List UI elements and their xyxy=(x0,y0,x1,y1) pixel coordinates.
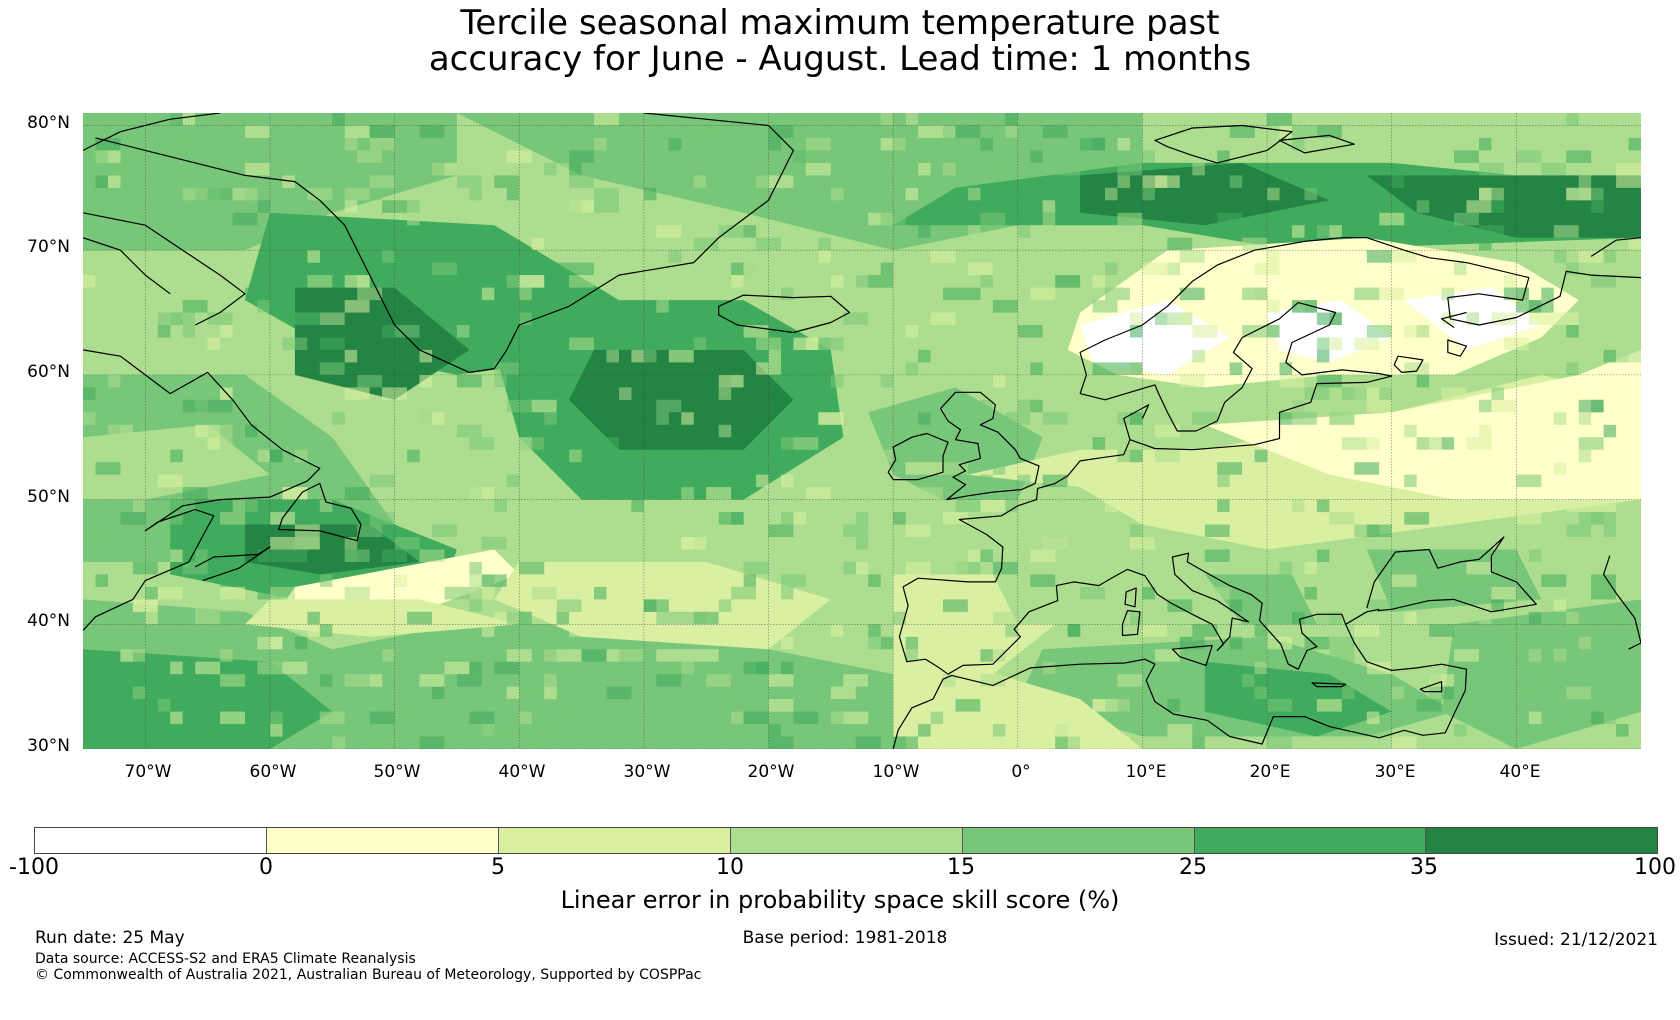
lon-label-60w: 60°W xyxy=(249,762,297,782)
colorbar xyxy=(34,827,1658,854)
colorbar-segment-15-25 xyxy=(963,828,1195,853)
lat-label-50n: 50°N xyxy=(27,487,70,507)
lon-label-40w: 40°W xyxy=(498,762,546,782)
lon-label-10e: 10°E xyxy=(1125,762,1167,782)
colorbar-segment-0-5 xyxy=(267,828,499,853)
issued-date: Issued: 21/12/2021 xyxy=(1494,930,1658,950)
colorbar-tick-100: 100 xyxy=(1634,855,1676,880)
base-period: Base period: 1981-2018 xyxy=(742,928,948,948)
skill-score-map[interactable] xyxy=(83,113,1641,749)
colorbar-segment-25-35 xyxy=(1195,828,1426,853)
colorbar-tick-0: 0 xyxy=(259,855,273,880)
lon-label-30w: 30°W xyxy=(623,762,671,782)
run-date: Run date: 25 May xyxy=(35,928,185,948)
lon-label-70w: 70°W xyxy=(124,762,172,782)
colorbar-segment-10-15 xyxy=(731,828,963,853)
colorbar-tick-15: 15 xyxy=(947,855,975,880)
data-source: Data source: ACCESS-S2 and ERA5 Climate … xyxy=(35,951,416,967)
colorbar-segment-5-10 xyxy=(499,828,731,853)
map-panel[interactable] xyxy=(83,113,1641,749)
colorbar-tick-25: 25 xyxy=(1179,855,1207,880)
colorbar-tick-10: 10 xyxy=(716,855,744,880)
skill-field-layer xyxy=(83,113,1641,749)
lon-label-30e: 30°E xyxy=(1374,762,1416,782)
lon-label-10w: 10°W xyxy=(872,762,920,782)
lon-label-0: 0° xyxy=(1011,762,1031,782)
chart-title-line-2: accuracy for June - August. Lead time: 1… xyxy=(428,39,1252,79)
copyright: © Commonwealth of Australia 2021, Austra… xyxy=(35,967,702,983)
lat-label-30n: 30°N xyxy=(27,736,70,756)
colorbar-segment-neg100-0 xyxy=(35,828,267,853)
colorbar-tick-neg100: -100 xyxy=(9,855,59,880)
coastlines-layer xyxy=(83,113,1641,749)
lat-label-40n: 40°N xyxy=(27,611,70,631)
lon-label-50w: 50°W xyxy=(373,762,421,782)
chart-title-line-1: Tercile seasonal maximum temperature pas… xyxy=(460,3,1220,43)
colorbar-segment-35-100 xyxy=(1426,828,1657,853)
colorbar-tick-5: 5 xyxy=(491,855,505,880)
lon-label-40e: 40°E xyxy=(1499,762,1541,782)
lat-label-60n: 60°N xyxy=(27,362,70,382)
lon-label-20e: 20°E xyxy=(1249,762,1291,782)
lat-label-80n: 80°N xyxy=(27,113,70,133)
lat-label-70n: 70°N xyxy=(27,237,70,257)
colorbar-label: Linear error in probability space skill … xyxy=(560,886,1120,914)
gridlines-layer xyxy=(83,113,1641,749)
lon-label-20w: 20°W xyxy=(747,762,795,782)
colorbar-tick-35: 35 xyxy=(1410,855,1438,880)
